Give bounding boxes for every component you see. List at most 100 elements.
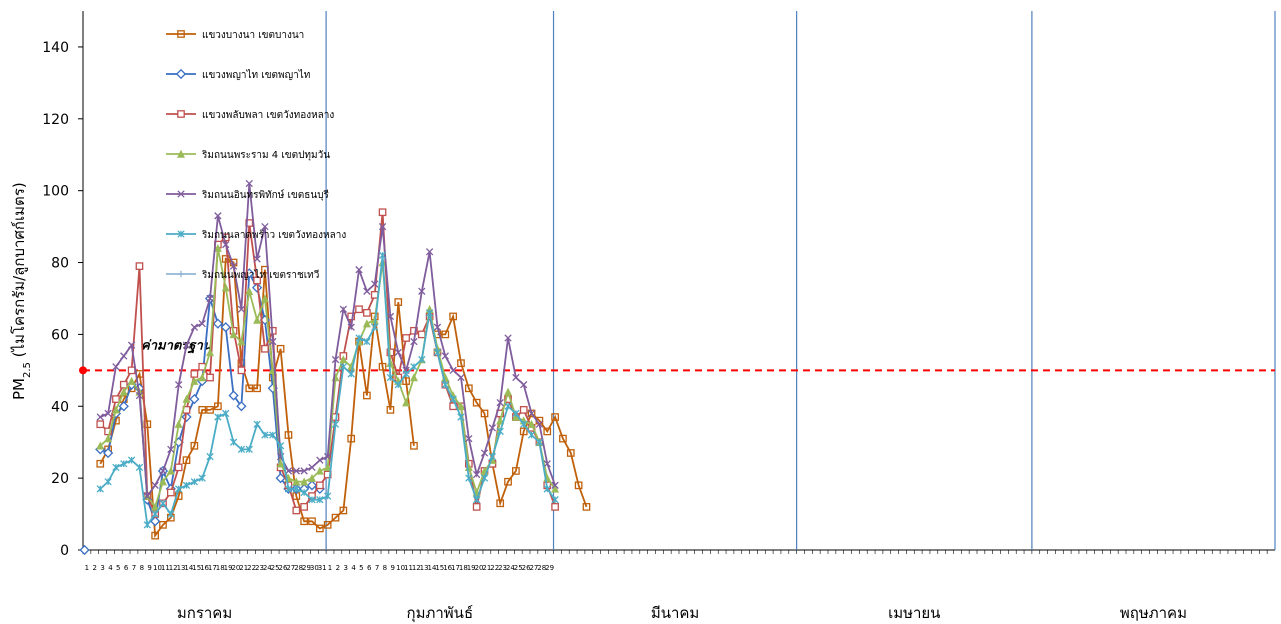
data-point xyxy=(159,520,167,529)
data-point xyxy=(347,370,355,378)
legend-label: แขวงพลับพลา เขตวังทองหลาง xyxy=(202,110,334,121)
x-tick-label: 11 xyxy=(161,564,170,572)
x-tick-label: 27 xyxy=(286,564,295,572)
data-point xyxy=(150,516,161,527)
data-point xyxy=(418,355,426,364)
data-point xyxy=(151,481,159,489)
standard-marker xyxy=(79,366,87,375)
data-point xyxy=(308,496,316,504)
data-point xyxy=(496,416,505,425)
data-point xyxy=(394,348,402,357)
data-point xyxy=(292,467,300,475)
data-point xyxy=(456,401,465,410)
data-point xyxy=(441,381,449,389)
data-point xyxy=(237,337,246,346)
data-point xyxy=(206,373,214,382)
data-point xyxy=(206,348,215,357)
data-point xyxy=(222,409,230,418)
legend-marker xyxy=(177,110,185,118)
x-tick-label: 3 xyxy=(343,564,347,572)
legend-item: ริมถนนพระราม 4 เขตปทุมวัน xyxy=(166,149,330,161)
data-point xyxy=(308,463,316,472)
data-point xyxy=(96,413,104,421)
x-tick-label: 22 xyxy=(247,564,256,572)
data-point xyxy=(182,456,191,465)
x-tick-label: 1 xyxy=(328,564,332,572)
x-tick-label: 4 xyxy=(351,564,356,572)
legend-item: ริมถนนพญาไท เขตราชเทวี xyxy=(166,269,319,281)
month-label: มกราคม xyxy=(177,604,232,622)
data-point xyxy=(79,544,90,556)
x-tick-label: 29 xyxy=(302,564,311,572)
data-point xyxy=(143,492,151,500)
x-tick-label: 8 xyxy=(140,564,144,572)
data-point xyxy=(135,391,144,400)
month-label: พฤษภาคม xyxy=(1120,604,1187,622)
data-point xyxy=(253,384,261,393)
data-point xyxy=(449,366,457,374)
data-point xyxy=(190,323,199,331)
data-point xyxy=(292,485,300,493)
data-point xyxy=(167,510,175,518)
data-point xyxy=(402,334,410,342)
x-tick-label: 25 xyxy=(271,564,280,572)
data-point xyxy=(464,384,473,393)
data-point xyxy=(292,477,301,486)
x-tick-label: 28 xyxy=(294,564,303,572)
data-point xyxy=(512,373,520,382)
data-point xyxy=(433,323,442,331)
data-point xyxy=(175,381,183,389)
data-point xyxy=(378,208,387,217)
x-tick-label: 26 xyxy=(522,564,531,572)
data-point xyxy=(120,352,128,360)
x-tick-label: 14 xyxy=(428,564,437,572)
data-point xyxy=(222,240,230,249)
data-point xyxy=(402,398,411,407)
data-point xyxy=(214,402,222,411)
data-point xyxy=(253,255,261,263)
data-point xyxy=(410,337,418,346)
data-point xyxy=(245,384,254,393)
x-tick-label: 1 xyxy=(85,564,89,572)
month-label: เมษายน xyxy=(888,604,940,622)
data-point xyxy=(174,492,183,500)
x-tick-label: 28 xyxy=(537,564,546,572)
data-point xyxy=(127,376,136,385)
data-point xyxy=(175,485,183,493)
data-point xyxy=(480,474,489,482)
data-point xyxy=(473,470,481,479)
data-point xyxy=(300,467,308,475)
x-tick-label: 24 xyxy=(506,564,515,572)
data-point xyxy=(339,305,348,313)
month-label: กุมภาพันธ์ xyxy=(407,604,474,623)
x-tick-label: 16 xyxy=(200,564,209,572)
series-5 xyxy=(96,179,559,500)
data-point xyxy=(118,401,129,412)
x-tick-label: 12 xyxy=(169,564,178,572)
legend-item: แขวงบางนา เขตบางนา xyxy=(166,30,304,41)
x-tick-label: 11 xyxy=(404,564,413,572)
data-point xyxy=(543,485,551,493)
x-tick-label: 3 xyxy=(100,564,104,572)
legend-marker xyxy=(175,68,187,80)
data-point xyxy=(496,399,504,407)
data-point xyxy=(363,337,371,346)
y-tick-label: 100 xyxy=(42,184,69,200)
data-point xyxy=(339,355,348,364)
data-point xyxy=(284,485,293,493)
data-point xyxy=(425,248,434,256)
data-point xyxy=(213,243,222,252)
series-group xyxy=(79,179,591,556)
data-point xyxy=(504,387,513,396)
data-point xyxy=(206,294,214,303)
data-point xyxy=(198,319,206,328)
data-point xyxy=(269,337,277,346)
y-tick-label: 40 xyxy=(51,399,69,415)
data-point xyxy=(308,517,316,526)
data-point xyxy=(433,348,442,357)
x-tick-label: 19 xyxy=(224,564,233,572)
x-tick-label: 22 xyxy=(490,564,499,572)
data-point xyxy=(159,499,167,507)
